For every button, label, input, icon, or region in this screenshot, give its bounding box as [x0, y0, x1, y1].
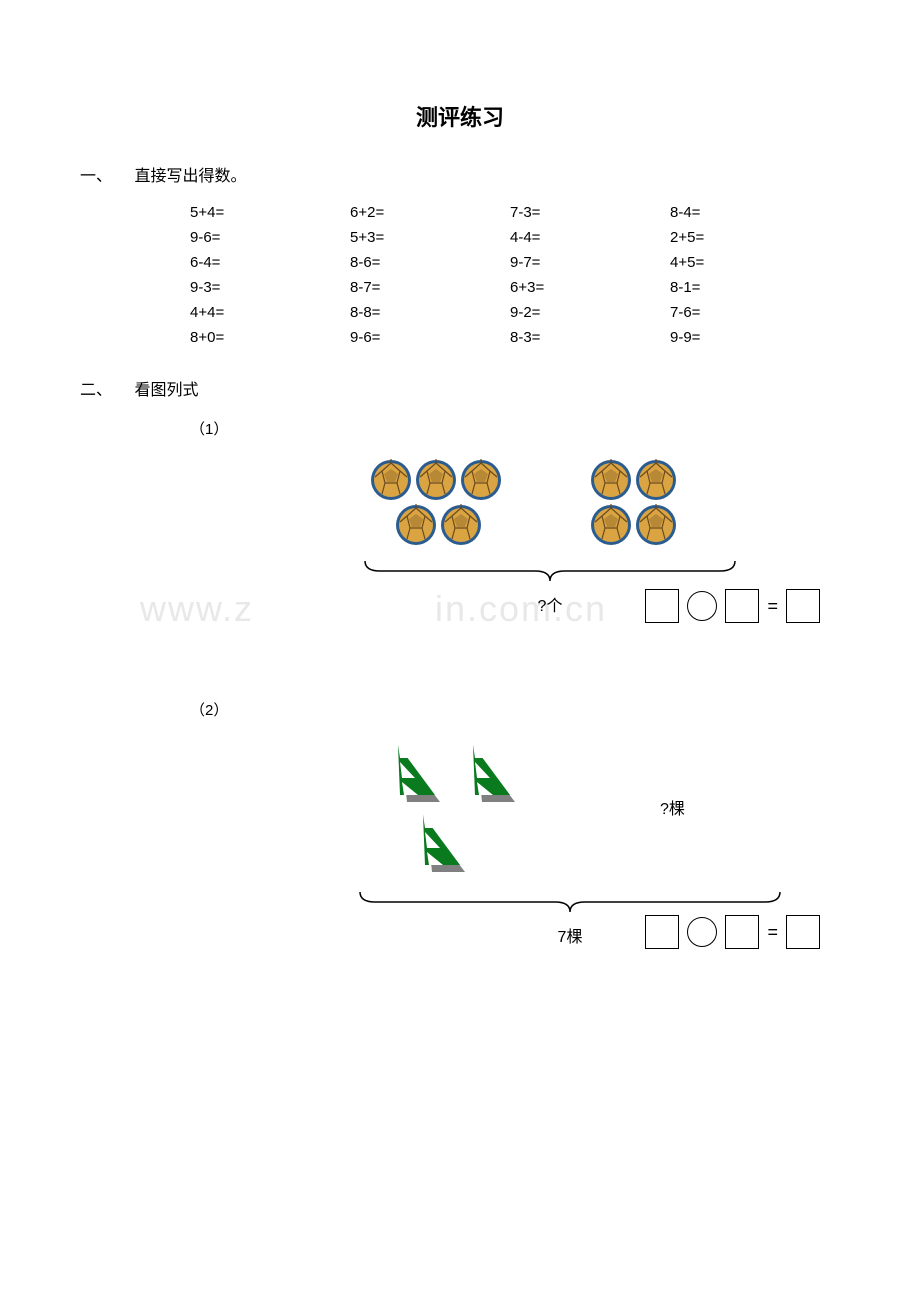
trees-right-label: ?棵: [660, 795, 685, 819]
math-problem: 9-3=: [190, 279, 350, 296]
equation-2: =: [645, 915, 820, 949]
math-problem: 6+2=: [350, 204, 510, 221]
math-problem: 7-6=: [670, 304, 830, 321]
ball-icon: [395, 504, 437, 546]
math-problem: 8-8=: [350, 304, 510, 321]
math-problem: 8+0=: [190, 329, 350, 346]
math-problem: 2+5=: [670, 229, 830, 246]
section1-num: 一、: [80, 162, 130, 186]
problems-row: 6-4=8-6=9-7=4+5=: [190, 254, 840, 271]
ball-icon: [440, 504, 482, 546]
problems-grid: 5+4=6+2=7-3=8-4=9-6=5+3=4-4=2+5=6-4=8-6=…: [190, 204, 840, 346]
section1-header: 一、 直接写出得数。: [80, 162, 840, 186]
eq-box: [725, 589, 759, 623]
math-problem: 9-7=: [510, 254, 670, 271]
ball-icon: [415, 459, 457, 501]
math-problem: 7-3=: [510, 204, 670, 221]
brace-1: [190, 559, 755, 589]
math-problem: 8-3=: [510, 329, 670, 346]
math-problem: 5+4=: [190, 204, 350, 221]
ball-icon: [460, 459, 502, 501]
equals-sign: =: [767, 922, 778, 943]
math-problem: 5+3=: [350, 229, 510, 246]
math-problem: 6+3=: [510, 279, 670, 296]
math-problem: 6-4=: [190, 254, 350, 271]
math-problem: 9-6=: [190, 229, 350, 246]
eq-box: [645, 589, 679, 623]
eq-box: [645, 915, 679, 949]
problems-row: 8+0=9-6=8-3=9-9=: [190, 329, 840, 346]
section2-header: 二、 看图列式: [80, 376, 840, 400]
subsection-2: （2）: [190, 699, 840, 720]
section2-num: 二、: [80, 376, 130, 400]
math-problem: 8-1=: [670, 279, 830, 296]
tree-icon: [465, 740, 525, 810]
section2-label: 看图列式: [134, 382, 198, 399]
math-problem: 8-6=: [350, 254, 510, 271]
equation-1: =: [645, 589, 820, 623]
math-problem: 8-4=: [670, 204, 830, 221]
math-problem: 9-9=: [670, 329, 830, 346]
problems-row: 4+4=8-8=9-2=7-6=: [190, 304, 840, 321]
math-problem: 4+5=: [670, 254, 830, 271]
eq-box: [786, 915, 820, 949]
eq-circle: [687, 591, 717, 621]
tree-icon: [390, 740, 450, 810]
problems-row: 5+4=6+2=7-3=8-4=: [190, 204, 840, 221]
eq-box: [725, 915, 759, 949]
eq-box: [786, 589, 820, 623]
ball-icon: [590, 504, 632, 546]
problems-row: 9-6=5+3=4-4=2+5=: [190, 229, 840, 246]
math-problem: 8-7=: [350, 279, 510, 296]
eq-circle: [687, 917, 717, 947]
problems-row: 9-3=8-7=6+3=8-1=: [190, 279, 840, 296]
figure-balls: ?个 =: [190, 459, 840, 659]
subsection-1: （1）: [190, 418, 840, 439]
equals-sign: =: [767, 596, 778, 617]
tree-group: [190, 740, 840, 900]
math-problem: 4+4=: [190, 304, 350, 321]
section1-label: 直接写出得数。: [134, 168, 246, 185]
math-problem: 4-4=: [510, 229, 670, 246]
math-problem: 9-2=: [510, 304, 670, 321]
ball-icon: [635, 504, 677, 546]
ball-icon: [635, 459, 677, 501]
figure-trees: ?棵 7棵 =: [190, 740, 840, 980]
page-title: 测评练习: [80, 100, 840, 132]
ball-icon: [590, 459, 632, 501]
tree-icon: [415, 810, 475, 880]
ball-icon: [370, 459, 412, 501]
math-problem: 9-6=: [350, 329, 510, 346]
